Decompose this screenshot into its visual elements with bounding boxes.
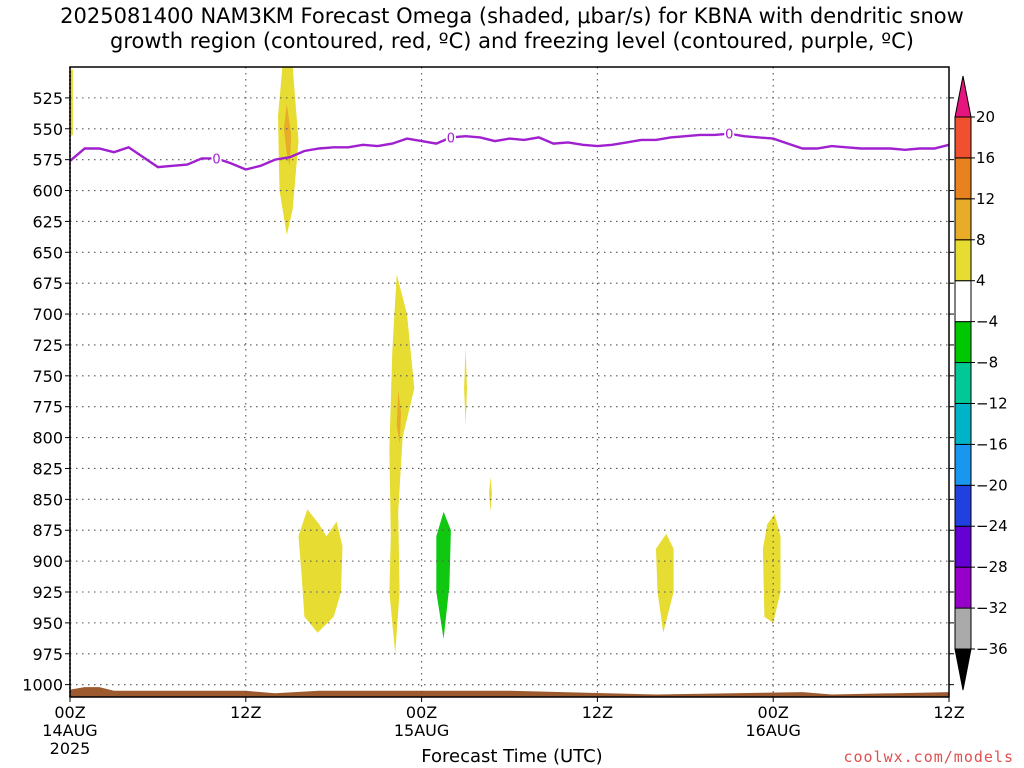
y-tick-label: 975 bbox=[32, 645, 63, 664]
freezing-level-contour: 0 0 0 bbox=[69, 126, 950, 171]
colorbar-label: −20 bbox=[976, 476, 1008, 494]
omega-region-4 bbox=[396, 390, 402, 444]
x-tick-label: 00Z bbox=[406, 703, 437, 722]
y-tick-label: 525 bbox=[32, 89, 63, 108]
omega-region-8 bbox=[436, 511, 451, 639]
colorbar-label: 16 bbox=[976, 149, 995, 167]
y-tick-label: 725 bbox=[32, 336, 63, 355]
y-tick-label: 750 bbox=[32, 367, 63, 386]
x-tick-label: 12Z bbox=[230, 703, 261, 722]
colorbar-box-1 bbox=[954, 607, 972, 650]
chart-title: 2025081400 NAM3KM Forecast Omega (shaded… bbox=[60, 4, 964, 53]
y-tick-label: 925 bbox=[32, 583, 63, 602]
omega-region-6 bbox=[489, 477, 492, 512]
freezing-level-label-1: 0 bbox=[447, 131, 455, 146]
colorbar-label: −36 bbox=[976, 640, 1008, 658]
y-tick-label: 600 bbox=[32, 182, 63, 201]
colorbar-label: −32 bbox=[976, 599, 1008, 617]
plot-frame bbox=[69, 66, 950, 698]
x-tick-label: 00Z bbox=[54, 703, 85, 722]
freezing-level-label-bg-0 bbox=[211, 151, 222, 166]
y-tick-label: 675 bbox=[32, 274, 63, 293]
y-tick-label: 950 bbox=[32, 614, 63, 633]
x-tick-label: 12Z bbox=[582, 703, 613, 722]
omega-region-3 bbox=[389, 274, 415, 654]
colorbar-box-13 bbox=[954, 116, 972, 159]
colorbar-box-8 bbox=[954, 321, 972, 364]
colorbar-label: −28 bbox=[976, 558, 1008, 576]
colorbar-label: −4 bbox=[976, 313, 998, 331]
colorbar-label: −8 bbox=[976, 354, 998, 372]
y-tick-label: 825 bbox=[32, 459, 63, 478]
y-tick-label: 700 bbox=[32, 305, 63, 324]
colorbar-label: −16 bbox=[976, 435, 1008, 453]
colorbar-box-4 bbox=[954, 484, 972, 527]
colorbar-label: 8 bbox=[976, 231, 986, 249]
freezing-level-label-0: 0 bbox=[212, 152, 220, 167]
colorbar-box-3 bbox=[954, 525, 972, 568]
omega-region-2 bbox=[283, 104, 292, 166]
colorbar: −36 −32 −28 −24 −20 −16 −12 −8 −4 4 8 12 16 20 bbox=[954, 75, 1008, 691]
x-tick-date: 14AUG bbox=[42, 721, 97, 740]
omega-region-5 bbox=[464, 347, 467, 426]
colorbar-label: −24 bbox=[976, 517, 1008, 535]
colorbar-box-9 bbox=[954, 280, 972, 323]
freezing-level-label-bg-1 bbox=[445, 130, 456, 145]
colorbar-box-5 bbox=[954, 443, 972, 486]
terrain-surface bbox=[70, 687, 949, 697]
colorbar-label: −12 bbox=[976, 394, 1008, 412]
freezing-level-label-bg-2 bbox=[724, 126, 735, 141]
omega-region-10 bbox=[762, 514, 781, 623]
x-tick-label: 00Z bbox=[758, 703, 789, 722]
colorbar-box-10 bbox=[954, 239, 972, 282]
y-tick-label: 900 bbox=[32, 552, 63, 571]
y-tick-label: 625 bbox=[32, 212, 63, 231]
colorbar-box-6 bbox=[954, 402, 972, 445]
freezing-level-line bbox=[69, 132, 950, 171]
x-tick-year: 2025 bbox=[50, 739, 91, 758]
y-tick-label: 850 bbox=[32, 490, 63, 509]
x-axis-label: Forecast Time (UTC) bbox=[421, 746, 603, 767]
colorbar-box-12 bbox=[954, 157, 972, 200]
y-tick-label: 650 bbox=[32, 243, 63, 262]
colorbar-low-triangle bbox=[954, 648, 972, 691]
credit-link[interactable]: coolwx.com/models bbox=[843, 748, 1014, 766]
y-tick-label: 875 bbox=[32, 521, 63, 540]
omega-region-9 bbox=[656, 533, 674, 633]
colorbar-high-triangle bbox=[954, 75, 972, 118]
x-tick-label: 12Z bbox=[933, 703, 964, 722]
colorbar-label: 12 bbox=[976, 190, 995, 208]
omega-region-7 bbox=[298, 509, 343, 633]
plot-border bbox=[69, 66, 950, 698]
colorbar-label: 4 bbox=[976, 272, 986, 290]
colorbar-box-7 bbox=[954, 362, 972, 404]
colorbar-box-11 bbox=[954, 198, 972, 241]
y-tick-label: 775 bbox=[32, 398, 63, 417]
grid-lines bbox=[70, 67, 949, 697]
freezing-level-label-2: 0 bbox=[725, 128, 733, 143]
y-axis-ticks: 525 550 575 600 625 650 675 700 725 750 775 800 825 8… bbox=[22, 89, 954, 695]
omega-shading bbox=[70, 67, 781, 654]
y-tick-label: 575 bbox=[32, 151, 63, 170]
x-tick-date: 15AUG bbox=[394, 721, 449, 740]
y-tick-label: 800 bbox=[32, 429, 63, 448]
y-tick-label: 550 bbox=[32, 120, 63, 139]
x-tick-date: 16AUG bbox=[745, 721, 800, 740]
colorbar-box-2 bbox=[954, 566, 972, 609]
y-tick-label: 1000 bbox=[22, 676, 63, 695]
terrain-fill bbox=[70, 687, 949, 697]
colorbar-label: 20 bbox=[976, 108, 995, 126]
